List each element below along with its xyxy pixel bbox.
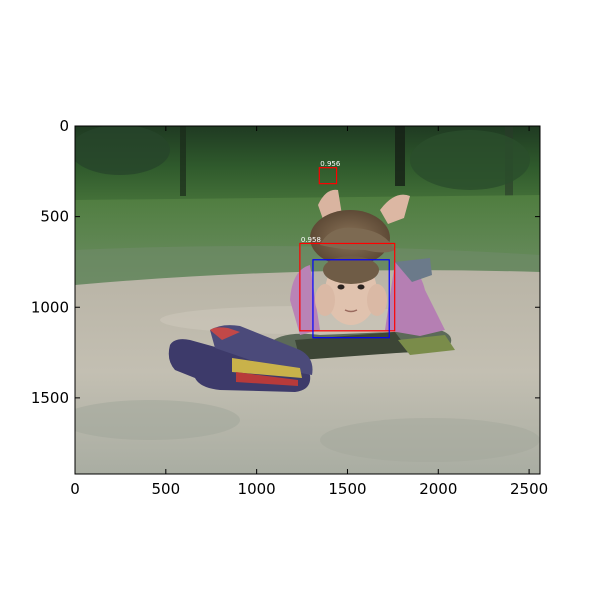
x-tick-label: 2500 — [510, 480, 548, 498]
x-axis: 0 500 1000 1500 2000 2500 — [70, 126, 548, 498]
y-tick-label: 0 — [59, 117, 69, 135]
y-tick-label: 500 — [40, 208, 69, 226]
detection-box — [312, 259, 390, 339]
x-tick-label: 2000 — [419, 480, 457, 498]
detection-layer: 0.956 0.958 — [299, 160, 396, 339]
axes-frame — [74, 125, 541, 475]
y-tick-label: 1000 — [31, 298, 69, 316]
x-tick-label: 1000 — [238, 480, 276, 498]
x-tick-label: 500 — [152, 480, 181, 498]
detection-score-label: 0.956 — [320, 160, 341, 168]
detection-box — [299, 242, 396, 332]
x-tick-label: 0 — [70, 480, 80, 498]
detection-box — [318, 167, 338, 185]
detection-score-label: 0.958 — [301, 236, 321, 244]
y-tick-label: 1500 — [31, 389, 69, 407]
x-tick-label: 1500 — [328, 480, 366, 498]
y-axis: 0 500 1000 1500 — [31, 117, 540, 407]
